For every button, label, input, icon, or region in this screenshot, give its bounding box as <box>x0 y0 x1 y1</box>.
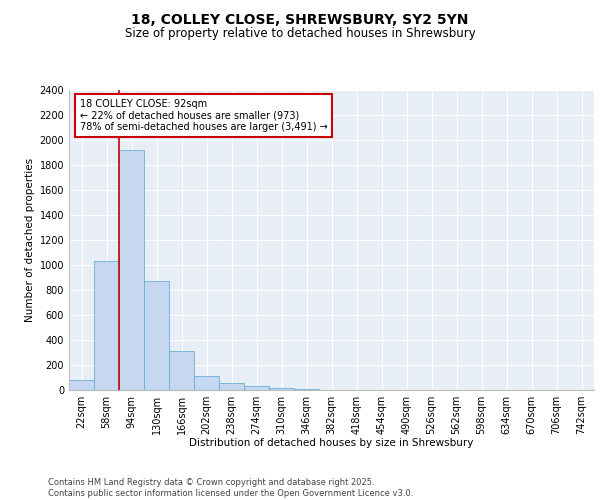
Bar <box>144 281 169 390</box>
Text: Contains HM Land Registry data © Crown copyright and database right 2025.
Contai: Contains HM Land Registry data © Crown c… <box>48 478 413 498</box>
Text: 18 COLLEY CLOSE: 92sqm
← 22% of detached houses are smaller (973)
78% of semi-de: 18 COLLEY CLOSE: 92sqm ← 22% of detached… <box>79 99 327 132</box>
Bar <box>119 150 144 390</box>
Bar <box>219 383 244 390</box>
Bar <box>294 389 319 390</box>
X-axis label: Distribution of detached houses by size in Shrewsbury: Distribution of detached houses by size … <box>190 438 473 448</box>
Bar <box>69 380 94 390</box>
Bar <box>269 388 294 390</box>
Bar <box>194 376 219 390</box>
Text: 18, COLLEY CLOSE, SHREWSBURY, SY2 5YN: 18, COLLEY CLOSE, SHREWSBURY, SY2 5YN <box>131 12 469 26</box>
Bar <box>244 386 269 390</box>
Y-axis label: Number of detached properties: Number of detached properties <box>25 158 35 322</box>
Text: Size of property relative to detached houses in Shrewsbury: Size of property relative to detached ho… <box>125 28 475 40</box>
Bar <box>169 351 194 390</box>
Bar <box>94 261 119 390</box>
